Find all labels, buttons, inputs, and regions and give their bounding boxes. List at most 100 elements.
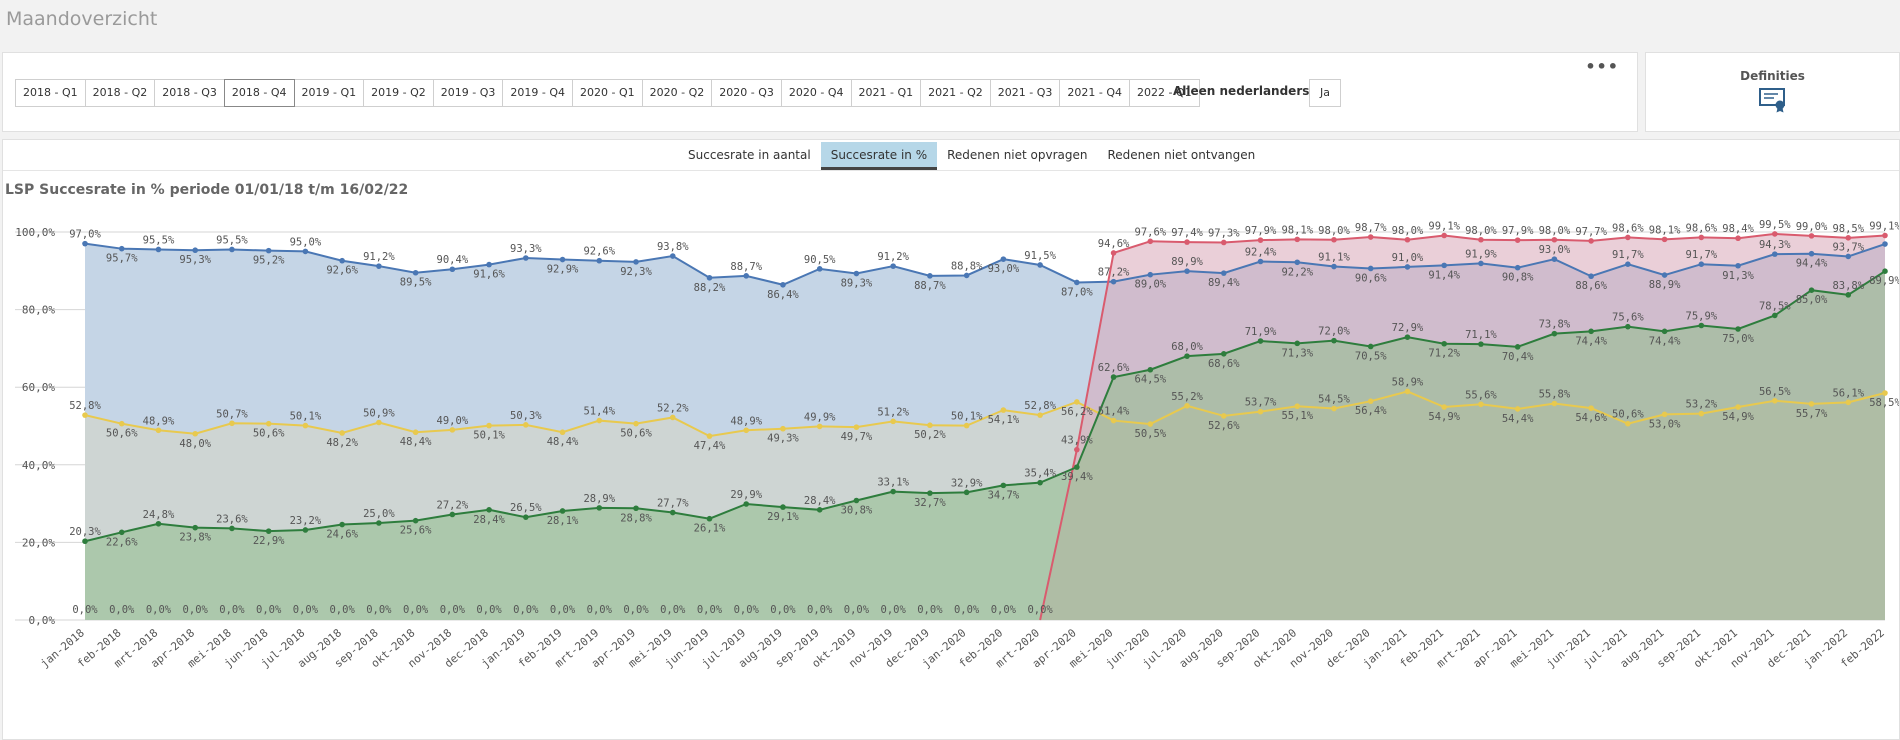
tab-1[interactable]: Succesrate in aantal xyxy=(688,148,811,162)
data-label: 51,2% xyxy=(877,406,909,418)
period-button-2020-q4[interactable]: 2020 - Q4 xyxy=(780,79,852,107)
period-button-2019-q1[interactable]: 2019 - Q1 xyxy=(293,79,365,107)
data-label: 83,8% xyxy=(1832,280,1864,292)
period-button-2021-q2[interactable]: 2021 - Q2 xyxy=(920,79,991,107)
nl-filter-label: Alleen nederlanders: xyxy=(1173,84,1315,98)
data-point xyxy=(927,273,933,279)
period-button-2020-q1[interactable]: 2020 - Q1 xyxy=(572,79,643,107)
data-label: 91,9% xyxy=(1465,248,1497,260)
data-label: 50,6% xyxy=(1612,409,1644,421)
data-label: 97,9% xyxy=(1502,225,1534,237)
data-label: 90,5% xyxy=(804,254,836,266)
data-point xyxy=(1110,250,1117,256)
data-label: 0,0% xyxy=(807,604,833,616)
data-point xyxy=(1257,338,1264,344)
period-filter: 2018 - Q1 2018 - Q2 2018 - Q3 2018 - Q4 2019… xyxy=(15,79,1200,107)
data-label: 75,9% xyxy=(1686,311,1718,323)
data-label: 98,6% xyxy=(1612,222,1644,234)
data-label: 88,8% xyxy=(951,260,983,272)
data-label: 27,7% xyxy=(657,498,689,510)
period-button-2021-q3[interactable]: 2021 - Q3 xyxy=(989,79,1061,107)
period-button-2022-q1[interactable]: 2022 - Q1 xyxy=(1129,79,1200,107)
data-label: 95,5% xyxy=(216,234,248,246)
data-label: 0,0% xyxy=(697,604,723,616)
period-button-2020-q3[interactable]: 2020 - Q3 xyxy=(711,79,782,107)
data-label: 28,4% xyxy=(804,495,836,507)
data-label: 0,0% xyxy=(403,604,429,616)
data-label: 53,7% xyxy=(1245,397,1277,409)
data-point xyxy=(339,521,345,528)
data-point xyxy=(376,263,382,269)
tab-4[interactable]: Redenen niet ontvangen xyxy=(1107,148,1256,162)
data-label: 88,7% xyxy=(730,261,762,273)
tab-divider xyxy=(3,170,1899,171)
data-point xyxy=(265,247,272,254)
ellipsis-icon[interactable]: ••• xyxy=(1585,57,1619,76)
data-point xyxy=(449,511,456,518)
period-button-2019-q4[interactable]: 2019 - Q4 xyxy=(502,79,573,107)
data-label: 48,9% xyxy=(143,415,175,427)
data-label: 54,6% xyxy=(1575,412,1607,424)
data-point xyxy=(1331,405,1337,412)
period-button-2018-q3[interactable]: 2018 - Q3 xyxy=(154,79,225,107)
data-point xyxy=(1808,233,1815,239)
period-button-2018-q4[interactable]: 2018 - Q4 xyxy=(223,79,295,107)
main-panel: Succesrate in aantal Succesrate in % Reden… xyxy=(2,139,1900,740)
period-button-2019-q3[interactable]: 2019 - Q3 xyxy=(432,79,504,107)
data-point xyxy=(1551,400,1558,407)
period-button-2019-q2[interactable]: 2019 - Q2 xyxy=(363,79,434,107)
data-label: 98,7% xyxy=(1355,222,1387,234)
nl-filter-button[interactable]: Ja xyxy=(1309,79,1341,107)
data-point xyxy=(1735,235,1741,242)
data-label: 23,6% xyxy=(216,513,248,525)
data-point xyxy=(1588,238,1594,244)
data-label: 0,0% xyxy=(109,604,135,616)
data-point xyxy=(1882,268,1888,274)
data-label: 98,0% xyxy=(1539,225,1571,237)
data-point xyxy=(82,240,88,247)
tab-2[interactable]: Succesrate in % xyxy=(820,142,938,170)
data-point xyxy=(449,266,456,273)
series-line-2 xyxy=(1039,232,1886,621)
data-label: 22,9% xyxy=(253,535,285,547)
data-point xyxy=(1257,258,1264,265)
data-label: 91,0% xyxy=(1392,252,1424,264)
series-line-3 xyxy=(84,270,1886,543)
data-label: 0,0% xyxy=(881,604,907,616)
tab-3[interactable]: Redenen niet opvragen xyxy=(947,148,1088,162)
data-label: 24,8% xyxy=(143,509,175,521)
data-label: 0,0% xyxy=(513,604,539,616)
data-point xyxy=(890,418,896,425)
data-label: 50,5% xyxy=(1135,428,1167,440)
data-point xyxy=(780,281,786,288)
data-label: 50,6% xyxy=(620,428,652,440)
data-label: 89,4% xyxy=(1208,277,1240,289)
data-point xyxy=(669,253,676,259)
data-point xyxy=(1514,237,1521,243)
data-point xyxy=(1147,421,1154,427)
data-label: 48,4% xyxy=(400,436,432,448)
data-label: 0,0% xyxy=(219,604,245,616)
data-label: 24,6% xyxy=(326,529,358,541)
series-line-0 xyxy=(84,242,1886,286)
period-button-2020-q2[interactable]: 2020 - Q2 xyxy=(641,79,713,107)
period-button-2018-q1[interactable]: 2018 - Q1 xyxy=(15,79,86,107)
data-label: 64,5% xyxy=(1135,374,1167,386)
data-label: 72,0% xyxy=(1318,326,1350,338)
data-label: 97,4% xyxy=(1171,227,1203,239)
data-label: 52,8% xyxy=(1024,400,1056,412)
definitions-panel[interactable]: Definities xyxy=(1645,52,1900,132)
period-button-2021-q1[interactable]: 2021 - Q1 xyxy=(850,79,922,107)
data-label: 93,0% xyxy=(1539,244,1571,256)
period-button-2018-q2[interactable]: 2018 - Q2 xyxy=(84,79,156,107)
data-label: 55,6% xyxy=(1465,389,1497,401)
succesrate-chart: 0,0% 20,0% 40,0% 60,0% 80,0% 100,0% 97,0% 95,7%… xyxy=(15,219,1899,670)
data-point xyxy=(1404,388,1411,395)
data-point xyxy=(853,497,860,504)
data-label: 86,4% xyxy=(767,289,799,301)
data-label: 29,9% xyxy=(730,489,762,501)
period-button-2021-q4[interactable]: 2021 - Q4 xyxy=(1059,79,1130,107)
data-point xyxy=(1074,399,1080,405)
data-label: 54,4% xyxy=(1502,413,1534,425)
data-label: 23,2% xyxy=(290,515,322,527)
